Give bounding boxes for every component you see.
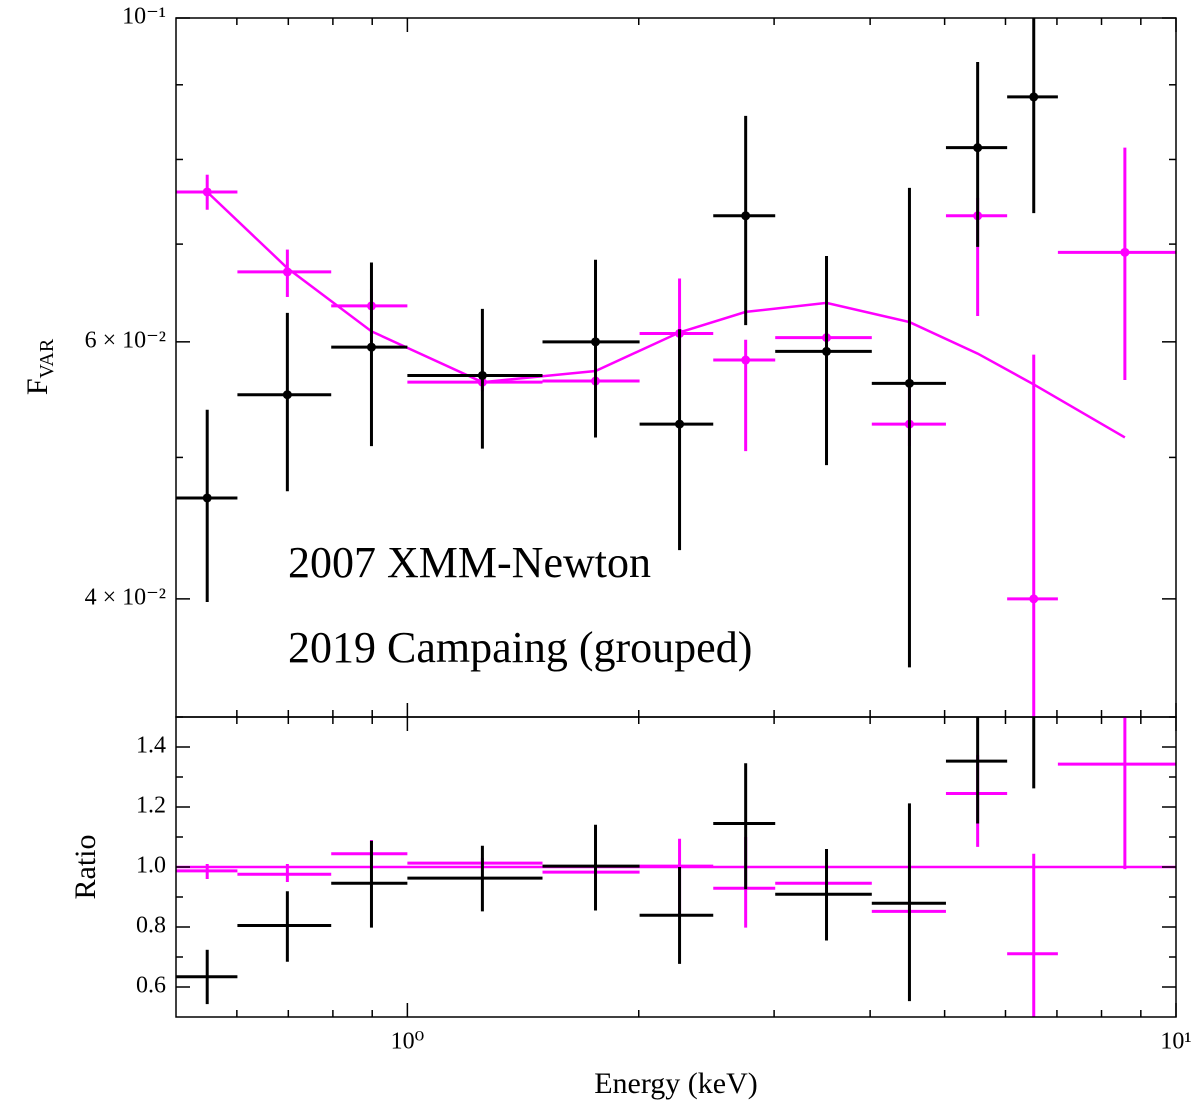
data-point <box>1120 247 1130 257</box>
data-point <box>202 493 212 503</box>
y-axis-label-main: F <box>21 378 54 395</box>
data-point <box>675 419 685 429</box>
legend-entry: 2019 Campaing (grouped) <box>288 623 752 672</box>
y-tick-label: 0.6 <box>136 973 166 999</box>
data-point <box>822 346 832 356</box>
data-point <box>591 337 601 347</box>
data-point <box>973 143 983 153</box>
x-tick-label: 10⁰ <box>391 1029 425 1055</box>
x-axis-label: Energy (keV) <box>594 1067 758 1100</box>
y-axis-label-sub: VAR <box>36 338 58 378</box>
data-point <box>282 267 292 277</box>
data-point <box>282 390 292 400</box>
data-point <box>904 378 914 388</box>
data-point <box>477 370 487 380</box>
y-tick-label: 4 × 10⁻² <box>85 584 166 610</box>
data-point <box>202 187 212 197</box>
y-tick-label: 0.8 <box>136 913 166 939</box>
y-axis-label: Ratio <box>69 835 102 900</box>
data-point <box>741 211 751 221</box>
data-point <box>1029 92 1039 102</box>
data-point <box>1029 594 1039 604</box>
plot-frame <box>175 716 1177 1018</box>
y-tick-label: 10⁻¹ <box>122 4 166 30</box>
data-point <box>741 355 751 365</box>
data-point <box>366 342 376 352</box>
y-tick-label: 1.0 <box>136 853 166 879</box>
legend-entry: 2007 XMM-Newton <box>288 538 651 587</box>
x-tick-label: 10¹ <box>1160 1029 1191 1055</box>
plot-area <box>176 717 1176 1017</box>
y-tick-label: 6 × 10⁻² <box>85 327 166 353</box>
model-line <box>206 191 1126 439</box>
plot-frame <box>175 17 1177 718</box>
y-tick-label: 1.2 <box>136 793 166 819</box>
plot-area <box>176 18 1176 717</box>
y-tick-label: 1.4 <box>136 733 166 759</box>
y-axis-label: FVAR <box>21 338 58 395</box>
